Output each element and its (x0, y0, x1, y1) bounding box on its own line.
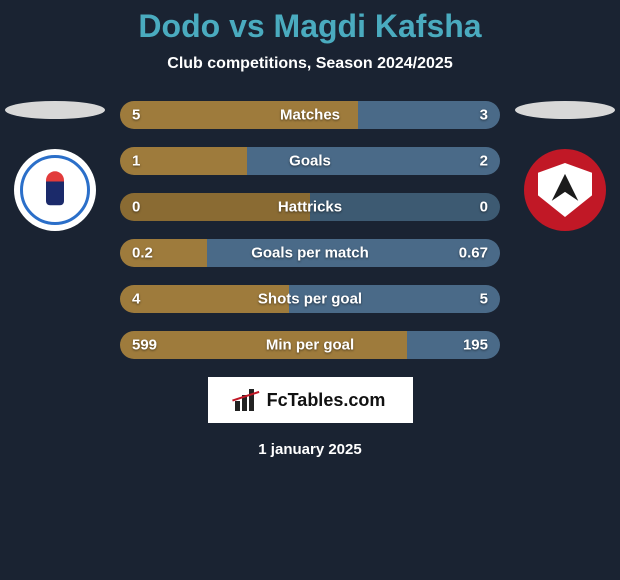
player-left-col (0, 101, 110, 231)
stat-seg-right (247, 147, 500, 175)
stat-value-left: 0 (132, 199, 140, 216)
club-badge-right (524, 149, 606, 231)
stat-bar: 599 195 Min per goal (120, 331, 500, 359)
player-right-silhouette (515, 101, 615, 119)
stat-bar: 4 5 Shots per goal (120, 285, 500, 313)
page-title: Dodo vs Magdi Kafsha (138, 8, 481, 45)
stat-label: Min per goal (266, 337, 354, 354)
stat-value-right: 0 (480, 199, 488, 216)
stat-value-right: 5 (480, 291, 488, 308)
date-label: 1 january 2025 (258, 441, 361, 458)
player-left-silhouette (5, 101, 105, 119)
branding-box: FcTables.com (208, 377, 413, 423)
club-badge-left (14, 149, 96, 231)
stat-label: Goals per match (251, 245, 369, 262)
stat-bar: 1 2 Goals (120, 147, 500, 175)
stat-bar: 5 3 Matches (120, 101, 500, 129)
stat-value-left: 599 (132, 337, 157, 354)
stat-value-left: 0.2 (132, 245, 153, 262)
player-right-col (510, 101, 620, 231)
main-row: 5 3 Matches 1 2 Goals 0 0 Hattricks 0.2 0.67 Goals … (0, 101, 620, 359)
branding-text: FcTables.com (267, 390, 386, 411)
stat-value-left: 1 (132, 153, 140, 170)
stat-value-right: 0.67 (459, 245, 488, 262)
comparison-card: Dodo vs Magdi Kafsha Club competitions, … (0, 0, 620, 458)
stat-seg-left (120, 331, 407, 359)
stat-label: Shots per goal (258, 291, 362, 308)
stat-seg-right (358, 101, 501, 129)
stat-value-right: 195 (463, 337, 488, 354)
stat-value-left: 5 (132, 107, 140, 124)
branding-chart-icon (235, 389, 261, 411)
stat-label: Goals (289, 153, 331, 170)
stat-bar: 0.2 0.67 Goals per match (120, 239, 500, 267)
stat-bar: 0 0 Hattricks (120, 193, 500, 221)
stat-label: Hattricks (278, 199, 342, 216)
stat-value-right: 3 (480, 107, 488, 124)
stats-column: 5 3 Matches 1 2 Goals 0 0 Hattricks 0.2 0.67 Goals … (120, 101, 500, 359)
stat-value-right: 2 (480, 153, 488, 170)
stat-label: Matches (280, 107, 340, 124)
subtitle: Club competitions, Season 2024/2025 (167, 55, 452, 73)
stat-value-left: 4 (132, 291, 140, 308)
